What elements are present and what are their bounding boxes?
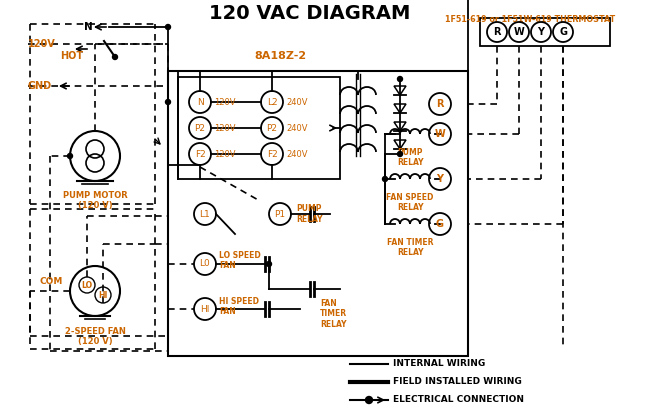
Text: 120V: 120V (214, 98, 235, 106)
Text: ELECTRICAL CONNECTION: ELECTRICAL CONNECTION (393, 396, 524, 404)
Text: PUMP MOTOR
(120 V): PUMP MOTOR (120 V) (62, 191, 127, 210)
Text: FIELD INSTALLED WIRING: FIELD INSTALLED WIRING (393, 378, 522, 386)
Text: FAN TIMER
RELAY: FAN TIMER RELAY (387, 238, 433, 257)
Text: P1: P1 (275, 210, 285, 218)
Text: COM: COM (40, 277, 63, 285)
Text: FAN
TIMER
RELAY: FAN TIMER RELAY (320, 299, 347, 329)
Circle shape (383, 176, 387, 181)
Text: L0: L0 (200, 259, 210, 269)
Text: P2: P2 (267, 124, 277, 132)
Circle shape (366, 396, 373, 403)
Text: FAN SPEED
RELAY: FAN SPEED RELAY (387, 193, 433, 212)
Text: Y: Y (436, 174, 444, 184)
Circle shape (397, 77, 403, 82)
Text: 240V: 240V (286, 150, 308, 158)
Text: INTERNAL WIRING: INTERNAL WIRING (393, 360, 485, 368)
Text: HOT: HOT (60, 51, 83, 61)
FancyBboxPatch shape (168, 71, 468, 356)
Circle shape (113, 54, 117, 59)
Text: HI: HI (200, 305, 210, 313)
Text: HI: HI (98, 290, 108, 300)
Text: LO SPEED: LO SPEED (219, 251, 261, 261)
Text: FAN: FAN (219, 261, 236, 271)
Text: 240V: 240V (286, 124, 308, 132)
Text: 1F51-619 or 1F51W-619 THERMOSTAT: 1F51-619 or 1F51W-619 THERMOSTAT (445, 15, 615, 23)
Text: 8A18Z-2: 8A18Z-2 (254, 51, 306, 61)
Text: N: N (196, 98, 204, 106)
Text: 120 VAC DIAGRAM: 120 VAC DIAGRAM (209, 3, 411, 23)
Text: F2: F2 (267, 150, 277, 158)
Text: 120V: 120V (28, 39, 56, 49)
Text: F2: F2 (194, 150, 206, 158)
Text: 2-SPEED FAN
(120 V): 2-SPEED FAN (120 V) (64, 327, 125, 347)
Circle shape (165, 99, 170, 104)
Text: P2: P2 (194, 124, 206, 132)
Text: FAN: FAN (219, 307, 236, 316)
Circle shape (165, 24, 170, 29)
FancyBboxPatch shape (480, 18, 610, 46)
Text: GND: GND (28, 81, 52, 91)
Text: G: G (436, 219, 444, 229)
Text: L2: L2 (267, 98, 277, 106)
Text: L1: L1 (200, 210, 210, 218)
Text: N: N (84, 22, 92, 32)
Text: R: R (436, 99, 444, 109)
FancyBboxPatch shape (178, 77, 340, 179)
Text: 240V: 240V (286, 98, 308, 106)
Text: HI SPEED: HI SPEED (219, 297, 259, 305)
Circle shape (68, 153, 72, 158)
Circle shape (267, 261, 271, 266)
Text: 120V: 120V (214, 150, 235, 158)
Text: Y: Y (537, 27, 545, 37)
Circle shape (397, 152, 403, 157)
Text: G: G (559, 27, 567, 37)
Text: R: R (493, 27, 500, 37)
Text: W: W (514, 27, 525, 37)
Text: PUMP
RELAY: PUMP RELAY (296, 204, 322, 224)
Text: 120V: 120V (214, 124, 235, 132)
Text: W: W (435, 129, 446, 139)
Text: PUMP
RELAY: PUMP RELAY (397, 148, 423, 168)
Text: LO: LO (82, 280, 92, 290)
